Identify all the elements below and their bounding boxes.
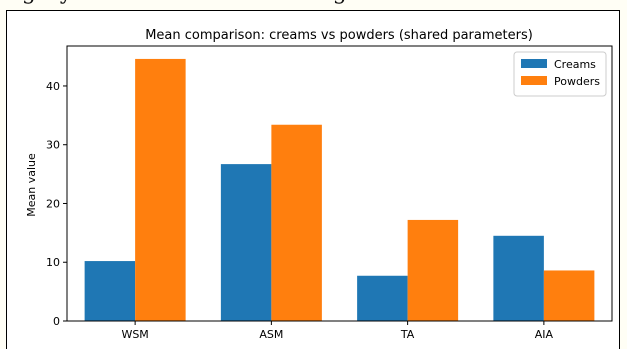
x-tick-label: AIA bbox=[535, 328, 554, 341]
legend: Creams Powders bbox=[513, 51, 607, 97]
bar-creams-wsm bbox=[84, 261, 136, 321]
bar-powders-asm bbox=[271, 124, 322, 321]
bar-creams-aia bbox=[493, 235, 544, 321]
page-caption: tegory... substitution screening bbox=[0, 0, 627, 8]
legend-label-creams: Creams bbox=[554, 58, 596, 71]
bar-creams-asm bbox=[220, 164, 272, 321]
axes-frame bbox=[66, 45, 613, 322]
x-tick-label: ASM bbox=[259, 328, 283, 341]
chart-title: Mean comparison: creams vs powders (shar… bbox=[145, 28, 533, 43]
figure-frame: Mean comparison: creams vs powders (shar… bbox=[6, 10, 620, 349]
bar-creams-ta bbox=[357, 275, 408, 321]
legend-swatch-creams bbox=[521, 59, 547, 68]
legend-label-powders: Powders bbox=[554, 75, 600, 88]
bar-powders-wsm bbox=[135, 58, 186, 322]
bar-powders-ta bbox=[407, 219, 459, 321]
y-tick-label: 30 bbox=[46, 139, 60, 152]
y-tick-label: 0 bbox=[53, 315, 60, 328]
x-tick-label: WSM bbox=[121, 328, 148, 341]
y-tick-label: 10 bbox=[46, 256, 60, 269]
bar-chart: Mean comparison: creams vs powders (shar… bbox=[25, 28, 613, 341]
y-axis-label: Mean value bbox=[25, 153, 38, 217]
y-tick-label: 40 bbox=[46, 80, 60, 93]
bars-group bbox=[84, 58, 595, 322]
bar-powders-aia bbox=[543, 270, 595, 321]
legend-swatch-powders bbox=[521, 76, 547, 85]
axes-group: WSM ASM TA AIA 0 10 20 30 40 bbox=[46, 45, 613, 341]
x-tick-label: TA bbox=[400, 328, 415, 341]
y-tick-label: 20 bbox=[46, 197, 60, 210]
